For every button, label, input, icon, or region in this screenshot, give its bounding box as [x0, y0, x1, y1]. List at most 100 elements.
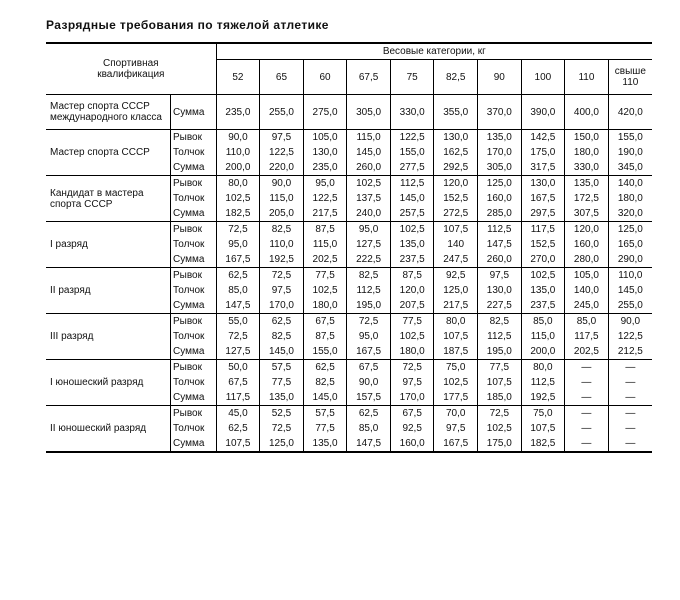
value-cell: —	[565, 390, 609, 406]
value-cell: 75,0	[434, 360, 478, 376]
lift-cell: Рывок	[170, 314, 216, 330]
value-cell: 82,5	[478, 314, 522, 330]
value-cell: 97,5	[260, 283, 304, 298]
value-cell: 270,0	[521, 252, 565, 268]
col-header-qualification: Спортивнаяквалификация	[46, 43, 216, 95]
lift-cell: Сумма	[170, 436, 216, 452]
value-cell: 82,5	[260, 222, 304, 238]
value-cell: 72,5	[216, 222, 260, 238]
value-cell: 97,5	[260, 130, 304, 146]
value-cell: 115,0	[303, 237, 347, 252]
value-cell: 195,0	[347, 298, 391, 314]
value-cell: 167,5	[347, 344, 391, 360]
value-cell: 105,0	[565, 268, 609, 284]
value-cell: 87,5	[390, 268, 434, 284]
value-cell: —	[608, 375, 652, 390]
col-header-weight: 67,5	[347, 60, 391, 95]
value-cell: 142,5	[521, 130, 565, 146]
value-cell: 110,0	[608, 268, 652, 284]
value-cell: 97,5	[478, 268, 522, 284]
value-cell: 55,0	[216, 314, 260, 330]
value-cell: 140	[434, 237, 478, 252]
qualification-cell: Мастер спорта СССР международного класса	[46, 95, 170, 130]
value-cell: 62,5	[303, 360, 347, 376]
value-cell: 145,0	[608, 283, 652, 298]
value-cell: 180,0	[390, 344, 434, 360]
lift-cell: Толчок	[170, 237, 216, 252]
value-cell: 102,5	[390, 222, 434, 238]
value-cell: 90,0	[260, 176, 304, 192]
value-cell: 135,0	[303, 436, 347, 452]
lift-cell: Сумма	[170, 206, 216, 222]
lift-cell: Сумма	[170, 252, 216, 268]
value-cell: 107,5	[478, 375, 522, 390]
value-cell: 320,0	[608, 206, 652, 222]
value-cell: 127,5	[216, 344, 260, 360]
value-cell: 122,5	[390, 130, 434, 146]
value-cell: 110,0	[216, 145, 260, 160]
qualification-cell: II юношеский разряд	[46, 406, 170, 453]
value-cell: 57,5	[260, 360, 304, 376]
value-cell: 67,5	[347, 360, 391, 376]
value-cell: 117,5	[521, 222, 565, 238]
value-cell: 112,5	[521, 375, 565, 390]
value-cell: 67,5	[303, 314, 347, 330]
value-cell: 80,0	[434, 314, 478, 330]
qualification-cell: Кандидат в мастера спорта СССР	[46, 176, 170, 222]
value-cell: 130,0	[478, 283, 522, 298]
value-cell: 117,5	[216, 390, 260, 406]
value-cell: 330,0	[390, 95, 434, 130]
value-cell: 77,5	[390, 314, 434, 330]
value-cell: 355,0	[434, 95, 478, 130]
value-cell: 285,0	[478, 206, 522, 222]
value-cell: 52,5	[260, 406, 304, 422]
lift-cell: Сумма	[170, 160, 216, 176]
value-cell: 62,5	[347, 406, 391, 422]
value-cell: 137,5	[347, 191, 391, 206]
value-cell: —	[608, 360, 652, 376]
value-cell: 145,0	[260, 344, 304, 360]
value-cell: 117,5	[565, 329, 609, 344]
value-cell: 247,5	[434, 252, 478, 268]
page-title: Разрядные требования по тяжелой атлетике	[46, 18, 652, 32]
value-cell: 187,5	[434, 344, 478, 360]
value-cell: 62,5	[260, 314, 304, 330]
value-cell: 85,0	[216, 283, 260, 298]
value-cell: 155,0	[608, 130, 652, 146]
value-cell: 345,0	[608, 160, 652, 176]
value-cell: 112,5	[347, 283, 391, 298]
qualification-cell: Мастер спорта СССР	[46, 130, 170, 176]
value-cell: 72,5	[347, 314, 391, 330]
value-cell: 167,5	[216, 252, 260, 268]
value-cell: 245,0	[565, 298, 609, 314]
value-cell: 112,5	[478, 329, 522, 344]
value-cell: 90,0	[347, 375, 391, 390]
value-cell: 80,0	[216, 176, 260, 192]
value-cell: 155,0	[303, 344, 347, 360]
value-cell: 260,0	[347, 160, 391, 176]
value-cell: 177,5	[434, 390, 478, 406]
value-cell: 292,5	[434, 160, 478, 176]
lift-cell: Сумма	[170, 95, 216, 130]
value-cell: 110,0	[260, 237, 304, 252]
value-cell: 180,0	[303, 298, 347, 314]
value-cell: 122,5	[303, 191, 347, 206]
value-cell: 192,5	[521, 390, 565, 406]
lift-cell: Толчок	[170, 375, 216, 390]
col-header-weight: 52	[216, 60, 260, 95]
value-cell: 102,5	[478, 421, 522, 436]
value-cell: 67,5	[390, 406, 434, 422]
value-cell: 190,0	[608, 145, 652, 160]
value-cell: 87,5	[303, 329, 347, 344]
value-cell: 120,0	[565, 222, 609, 238]
value-cell: 95,0	[347, 329, 391, 344]
value-cell: 147,5	[216, 298, 260, 314]
value-cell: 72,5	[390, 360, 434, 376]
col-header-weight-group: Весовые категории, кг	[216, 43, 652, 60]
value-cell: 272,5	[434, 206, 478, 222]
lift-cell: Толчок	[170, 145, 216, 160]
value-cell: 330,0	[565, 160, 609, 176]
value-cell: 135,0	[478, 130, 522, 146]
value-cell: 160,0	[478, 191, 522, 206]
value-cell: 50,0	[216, 360, 260, 376]
